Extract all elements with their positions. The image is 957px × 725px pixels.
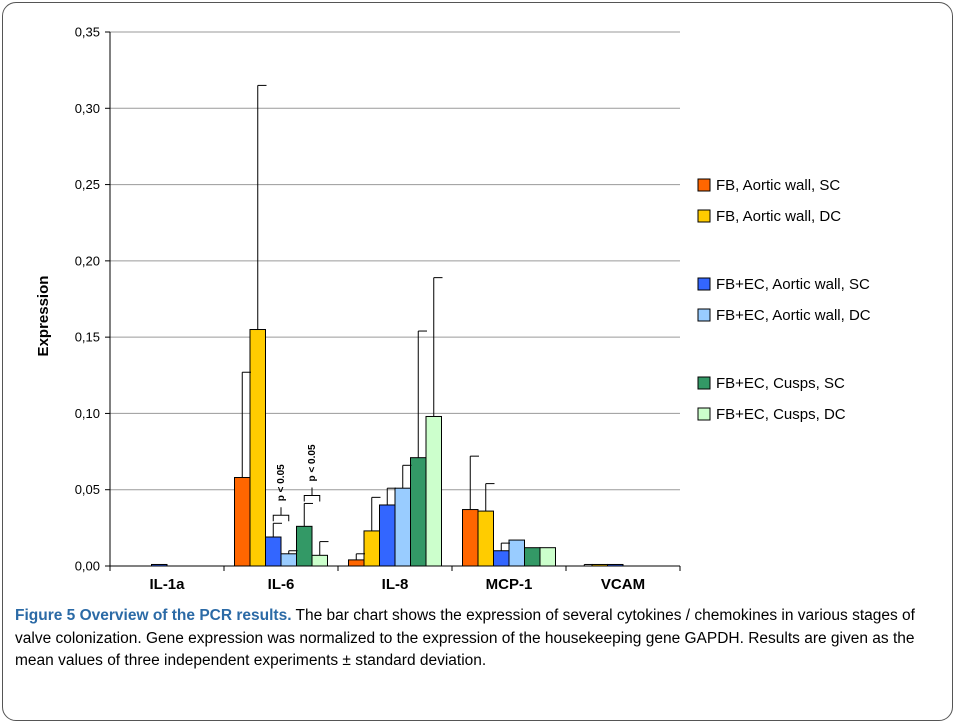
- x-category-label: MCP-1: [486, 576, 533, 593]
- y-axis-label: Expression: [35, 276, 52, 357]
- x-category-label: VCAM: [601, 576, 645, 593]
- bar: [265, 536, 282, 567]
- bar: [524, 547, 541, 567]
- x-category-label: IL-6: [268, 576, 295, 593]
- x-category-label: IL-1a: [149, 576, 185, 593]
- bars: [151, 329, 624, 567]
- legend-swatch: [697, 178, 711, 192]
- significance-label: p < 0.05: [307, 444, 318, 481]
- y-tick-label: 0,35: [75, 25, 100, 40]
- bar: [508, 539, 525, 567]
- y-tick-label: 0,25: [75, 177, 100, 192]
- bar: [493, 550, 510, 567]
- error-bars: [241, 84, 593, 566]
- bar: [539, 547, 556, 567]
- gridlines: [110, 31, 680, 491]
- legend-label: FB, Aortic wall, SC: [716, 177, 840, 194]
- bar: [462, 509, 479, 567]
- bar: [151, 563, 168, 567]
- bar: [296, 525, 313, 567]
- bar: [249, 329, 266, 567]
- legend-swatch: [697, 277, 711, 291]
- y-tick-label: 0,20: [75, 253, 100, 268]
- y-tick-label: 0,15: [75, 330, 100, 345]
- bar: [280, 553, 297, 567]
- bar: [234, 477, 251, 567]
- caption-title: Figure 5 Overview of the PCR results.: [15, 607, 292, 624]
- bar-chart: Expression 0,000,050,100,150,200,250,300…: [35, 25, 871, 594]
- caption-text: The bar chart shows the expression of se…: [15, 607, 915, 669]
- significance-bracket: [272, 507, 290, 522]
- legend-label: FB+EC, Cusps, DC: [716, 406, 846, 423]
- legend-swatch: [697, 407, 711, 421]
- bar: [607, 563, 624, 567]
- figure-caption: Figure 5 Overview of the PCR results. Th…: [15, 605, 940, 673]
- legend-label: FB+EC, Aortic wall, SC: [716, 276, 870, 293]
- y-tick-label: 0,30: [75, 101, 100, 116]
- bar: [425, 415, 442, 567]
- legend-swatch: [697, 209, 711, 223]
- legend-label: FB+EC, Cusps, SC: [716, 375, 845, 392]
- legend-swatch: [697, 376, 711, 390]
- bar: [363, 530, 380, 567]
- bar: [311, 554, 328, 567]
- bar: [348, 559, 365, 567]
- bar: [591, 563, 608, 567]
- legend-swatch: [697, 308, 711, 322]
- y-tick-label: 0,05: [75, 482, 100, 497]
- bar: [477, 510, 494, 567]
- legend-label: FB, Aortic wall, DC: [716, 208, 841, 225]
- bar: [394, 487, 411, 567]
- bar: [379, 504, 396, 567]
- x-category-label: IL-8: [382, 576, 409, 593]
- significance-annotations: p < 0.05 p < 0.05: [272, 444, 321, 522]
- y-tick-label: 0,10: [75, 406, 100, 421]
- y-tick-label: 0,00: [75, 559, 100, 574]
- legend: FB, Aortic wall, SC FB, Aortic wall, DC FB…: [697, 177, 871, 423]
- significance-bracket: [303, 487, 321, 502]
- bar: [410, 457, 427, 567]
- significance-label: p < 0.05: [276, 464, 287, 501]
- axes: 0,00 0,05 0,10 0,15 0,20 0,25 0,30 0,35 IL-1a IL-…: [75, 25, 681, 593]
- legend-label: FB+EC, Aortic wall, DC: [716, 307, 871, 324]
